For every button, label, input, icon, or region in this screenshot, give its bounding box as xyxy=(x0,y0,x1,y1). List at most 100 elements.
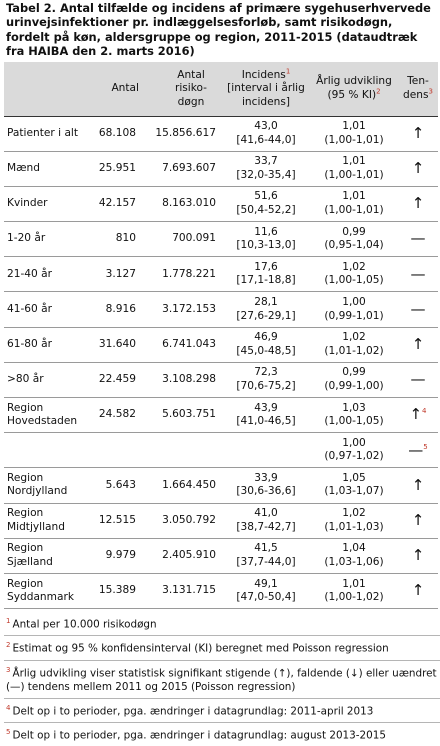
row-incidens: 72,3 [70,6-75,2] xyxy=(222,362,310,397)
row-udvikling-value: 1,04 xyxy=(342,542,366,555)
header-risikodoegn-label: Antal risiko-døgn xyxy=(174,68,208,108)
row-incidens: 46,9 [45,0-48,5] xyxy=(222,327,310,362)
footnote: 4 Delt op i to perioder, pga. ændringer i… xyxy=(4,699,440,723)
trend-icon: ↑ xyxy=(411,334,425,353)
table-row: Region Midtjylland 12.515 3.050.792 41,0 [38… xyxy=(4,503,438,539)
row-tendens: — xyxy=(398,292,438,327)
row-incidens-value: 33,9 xyxy=(254,471,278,484)
row-label: Region Nordjylland xyxy=(7,471,68,498)
table-row: 21-40 år 3.127 1.778.221 17,6 [17,1-18,8] 1,0… xyxy=(4,257,438,292)
row-antal: 25.951 xyxy=(98,162,136,175)
table-row: Region Nordjylland 5.643 1.664.450 33,9 [30,… xyxy=(4,468,438,504)
row-udvikling: 1,05 (1,03-1,07) xyxy=(310,468,398,503)
row-antal: 15.389 xyxy=(98,584,136,597)
footnote-number: 4 xyxy=(6,703,11,712)
row-udvikling-ki: (1,00-1,05) xyxy=(324,415,384,428)
row-incidens-interval: [30,6-36,6] xyxy=(236,485,296,498)
header-udvikling-label: Årlig udvikling (95 % KI) xyxy=(316,75,392,101)
row-incidens: 11,6 [10,3-13,0] xyxy=(222,222,310,257)
row-udvikling: 1,00 (0,99-1,01) xyxy=(310,292,398,327)
trend-icon: ↑ xyxy=(411,546,425,565)
header-incidens: Incidens1 [interval i årlig incidens] xyxy=(222,62,310,117)
row-tendens: ↑ xyxy=(398,503,438,538)
row-udvikling: 1,02 (1,00-1,05) xyxy=(310,257,398,292)
row-risikodoegn xyxy=(142,433,222,468)
footnote-text: Estimat og 95 % konfidensinterval (KI) b… xyxy=(12,642,389,655)
row-incidens-interval: [10,3-13,0] xyxy=(236,239,296,252)
header-risikodoegn: Antal risiko-døgn xyxy=(142,62,222,117)
row-udvikling: 0,99 (0,95-1,04) xyxy=(310,222,398,257)
header-tendens-label: Ten-dens xyxy=(403,75,429,101)
row-incidens-interval: [17,1-18,8] xyxy=(236,274,296,287)
row-udvikling-ki: (1,00-1,02) xyxy=(324,591,384,604)
row-tendens-footnote: 5 xyxy=(423,442,428,451)
row-incidens: 41,0 [38,7-42,7] xyxy=(222,503,310,538)
header-tendens-footnote: 3 xyxy=(428,87,433,96)
footnote-text: Årlig udvikling viser statistisk signifi… xyxy=(6,667,437,693)
row-incidens-interval: [41,6-44,0] xyxy=(236,133,296,146)
row-udvikling-value: 1,02 xyxy=(342,507,366,520)
table-row: 1,00 (0,97-1,02) —5 xyxy=(4,433,438,468)
table-row: 1-20 år 810 700.091 11,6 [10,3-13,0] 0,99 (0,9… xyxy=(4,222,438,257)
row-udvikling-value: 1,01 xyxy=(342,577,366,590)
row-label: Kvinder xyxy=(7,197,48,210)
row-udvikling: 1,04 (1,03-1,06) xyxy=(310,538,398,573)
row-antal: 5.643 xyxy=(105,478,136,491)
row-tendens: ↑ xyxy=(398,116,438,151)
trend-icon: ↑ xyxy=(411,475,425,494)
row-incidens-interval: [50,4-52,2] xyxy=(236,203,296,216)
table-row: Patienter i alt 68.108 15.856.617 43,0 [41,6… xyxy=(4,116,438,152)
row-udvikling-value: 1,02 xyxy=(342,331,366,344)
row-label: Patienter i alt xyxy=(7,126,79,139)
row-incidens-value: 43,9 xyxy=(254,401,278,414)
row-udvikling: 1,01 (1,00-1,02) xyxy=(310,573,398,608)
row-udvikling-ki: (1,00-1,01) xyxy=(324,168,384,181)
footnote: 3 Årlig udvikling viser statistisk signif… xyxy=(4,661,440,699)
row-label: 1-20 år xyxy=(7,232,46,245)
row-risikodoegn: 3.172.153 xyxy=(162,302,216,315)
row-udvikling: 1,02 (1,01-1,03) xyxy=(310,503,398,538)
header-group xyxy=(4,62,84,117)
row-udvikling: 0,99 (0,99-1,00) xyxy=(310,362,398,397)
row-incidens: 33,7 [32,0-35,4] xyxy=(222,151,310,186)
row-udvikling-ki: (0,99-1,01) xyxy=(324,309,384,322)
row-risikodoegn: 6.741.043 xyxy=(162,337,216,350)
table-row: Mænd 25.951 7.693.607 33,7 [32,0-35,4] 1,01 (1… xyxy=(4,151,438,187)
trend-icon: ↑ xyxy=(411,510,425,529)
row-tendens: ↑ xyxy=(398,327,438,362)
row-incidens-value: 51,6 xyxy=(254,190,278,203)
row-incidens-interval: [37,7-44,0] xyxy=(236,555,296,568)
row-risikodoegn: 3.108.298 xyxy=(162,373,216,386)
row-udvikling-ki: (1,00-1,05) xyxy=(324,274,384,287)
row-incidens-value: 33,7 xyxy=(254,155,278,168)
footnote: 5 Delt op i to perioder, pga. ændringer i… xyxy=(4,723,440,746)
row-incidens-value: 41,0 xyxy=(254,507,278,520)
footnote-text: Antal per 10.000 risikodøgn xyxy=(12,618,157,631)
row-risikodoegn: 700.091 xyxy=(172,232,216,245)
row-udvikling-ki: (1,00-1,01) xyxy=(324,133,384,146)
row-udvikling-ki: (1,03-1,07) xyxy=(324,485,384,498)
row-tendens: — xyxy=(398,222,438,257)
header-udvikling-footnote: 2 xyxy=(376,87,381,96)
row-incidens-value: 49,1 xyxy=(254,577,278,590)
table-row: 61-80 år 31.640 6.741.043 46,9 [45,0-48,5] 1,… xyxy=(4,327,438,363)
row-incidens: 51,6 [50,4-52,2] xyxy=(222,186,310,221)
table-row: Kvinder 42.157 8.163.010 51,6 [50,4-52,2] 1,0… xyxy=(4,186,438,222)
row-label: >80 år xyxy=(7,373,44,386)
row-incidens: 33,9 [30,6-36,6] xyxy=(222,468,310,503)
trend-icon: ↑ xyxy=(411,581,425,600)
table-row: >80 år 22.459 3.108.298 72,3 [70,6-75,2] 0,99… xyxy=(4,362,438,398)
row-label: 21-40 år xyxy=(7,267,52,280)
row-antal: 42.157 xyxy=(98,197,136,210)
row-risikodoegn: 7.693.607 xyxy=(162,162,216,175)
row-udvikling-ki: (1,01-1,03) xyxy=(324,520,384,533)
row-antal: 810 xyxy=(115,232,136,245)
header-row: Antal Antal risiko-døgn Incidens1 [inter… xyxy=(4,62,438,117)
footnote-number: 1 xyxy=(6,617,11,626)
row-antal: 8.916 xyxy=(105,302,136,315)
row-label: 41-60 år xyxy=(7,302,52,315)
row-udvikling-value: 0,99 xyxy=(342,366,366,379)
row-antal: 24.582 xyxy=(98,408,136,421)
row-incidens-value: 43,0 xyxy=(254,120,278,133)
row-udvikling-value: 1,00 xyxy=(342,436,366,449)
